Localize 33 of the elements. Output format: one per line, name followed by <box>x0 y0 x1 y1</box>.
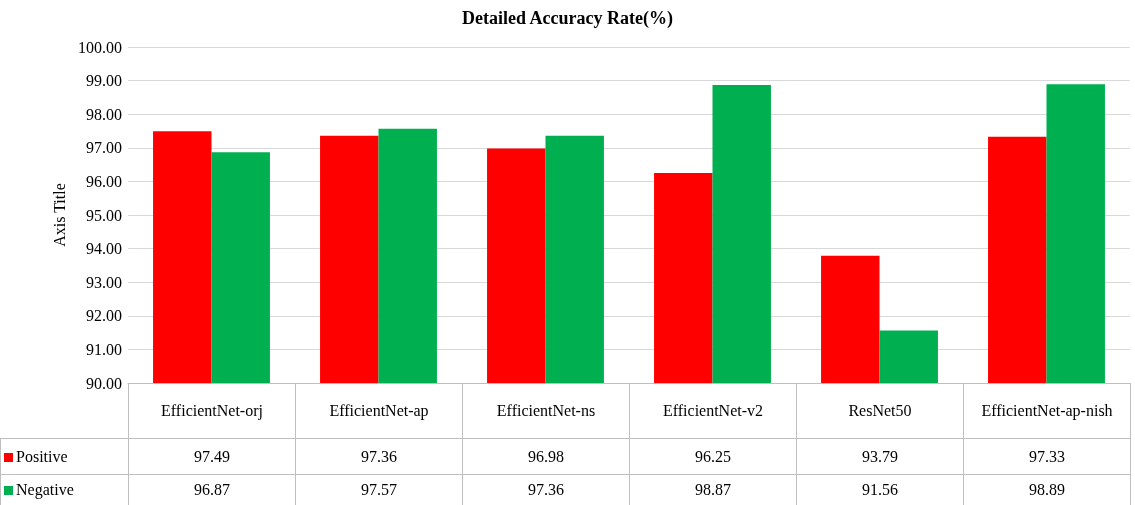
x-tick-label: EfficientNet-ap <box>295 383 463 439</box>
data-label: 98.89 <box>963 474 1131 505</box>
y-axis-title: Axis Title <box>50 183 68 247</box>
x-tick-label: EfficientNet-ap-nish <box>963 383 1131 439</box>
chart-title: Detailed Accuracy Rate(%) <box>462 8 673 29</box>
data-label: 97.36 <box>295 438 463 475</box>
y-tick-label: 100.00 <box>78 38 122 56</box>
y-tick-label: 92.00 <box>86 307 122 325</box>
y-tick-label: 94.00 <box>86 240 122 258</box>
data-label: 91.56 <box>796 474 964 505</box>
x-tick-label: EfficientNet-orj <box>128 383 296 439</box>
data-label: 96.87 <box>128 474 296 505</box>
data-label: 97.57 <box>295 474 463 505</box>
x-tick-label: EfficientNet-v2 <box>629 383 797 439</box>
data-label: 96.98 <box>462 438 630 475</box>
y-tick-label: 93.00 <box>86 273 122 291</box>
y-tick-label: 91.00 <box>86 340 122 358</box>
x-tick-label: ResNet50 <box>796 383 964 439</box>
y-tick-label: 95.00 <box>86 206 122 224</box>
data-label: 97.49 <box>128 438 296 475</box>
data-label: 96.25 <box>629 438 797 475</box>
data-label: 98.87 <box>629 474 797 505</box>
legend-label: Negative <box>0 474 129 505</box>
data-label: 93.79 <box>796 438 964 475</box>
legend-label: Positive <box>0 438 129 475</box>
y-tick-label: 90.00 <box>86 374 122 392</box>
data-label: 97.36 <box>462 474 630 505</box>
y-tick-label: 97.00 <box>86 139 122 157</box>
data-label: 97.33 <box>963 438 1131 475</box>
y-tick-label: 96.00 <box>86 172 122 190</box>
x-tick-label: EfficientNet-ns <box>462 383 630 439</box>
y-tick-label: 99.00 <box>86 72 122 90</box>
y-tick-label: 98.00 <box>86 105 122 123</box>
